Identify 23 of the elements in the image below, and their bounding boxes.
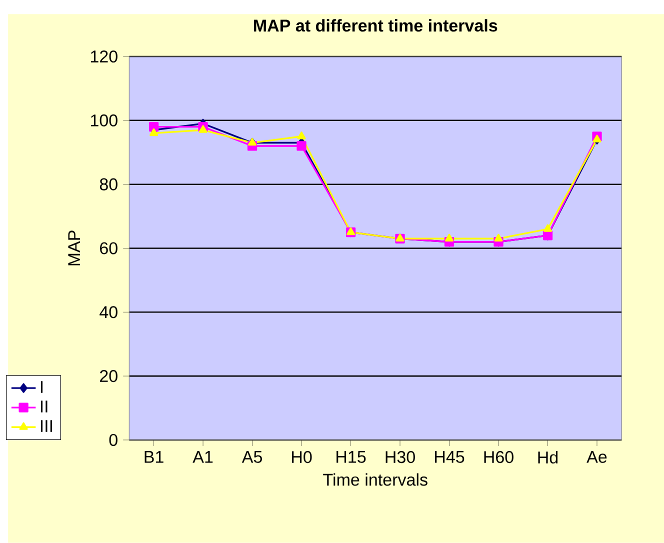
y-axis-title: MAP [68, 230, 80, 266]
x-tick-label: H45 [435, 451, 464, 463]
y-tick-label: 100 [90, 114, 118, 126]
y-tick-label: 120 [90, 50, 118, 63]
legend-label: II [40, 400, 48, 412]
x-tick-label: A5 [242, 451, 262, 463]
y-tick-label: 80 [100, 178, 118, 190]
y-tick-label: 0 [109, 434, 118, 446]
x-tick-label: B1 [144, 451, 164, 463]
x-tick-label: Ae [586, 451, 607, 463]
x-tick-label: Hd [538, 451, 558, 464]
legend-label: III [40, 420, 52, 432]
x-tick-label: H0 [292, 451, 312, 464]
x-tick-label: A1 [192, 451, 213, 463]
legend-label: I [40, 381, 43, 393]
x-axis-title: Time intervals [323, 473, 428, 486]
x-tick-label: H15 [336, 451, 366, 463]
y-tick-label: 20 [100, 370, 118, 382]
x-tick-label: H30 [386, 451, 415, 464]
chart-title: MAP at different time intervals [254, 19, 498, 32]
y-tick-label: 40 [100, 306, 118, 318]
y-tick-label: 60 [100, 242, 118, 254]
x-tick-label: H60 [484, 451, 514, 464]
